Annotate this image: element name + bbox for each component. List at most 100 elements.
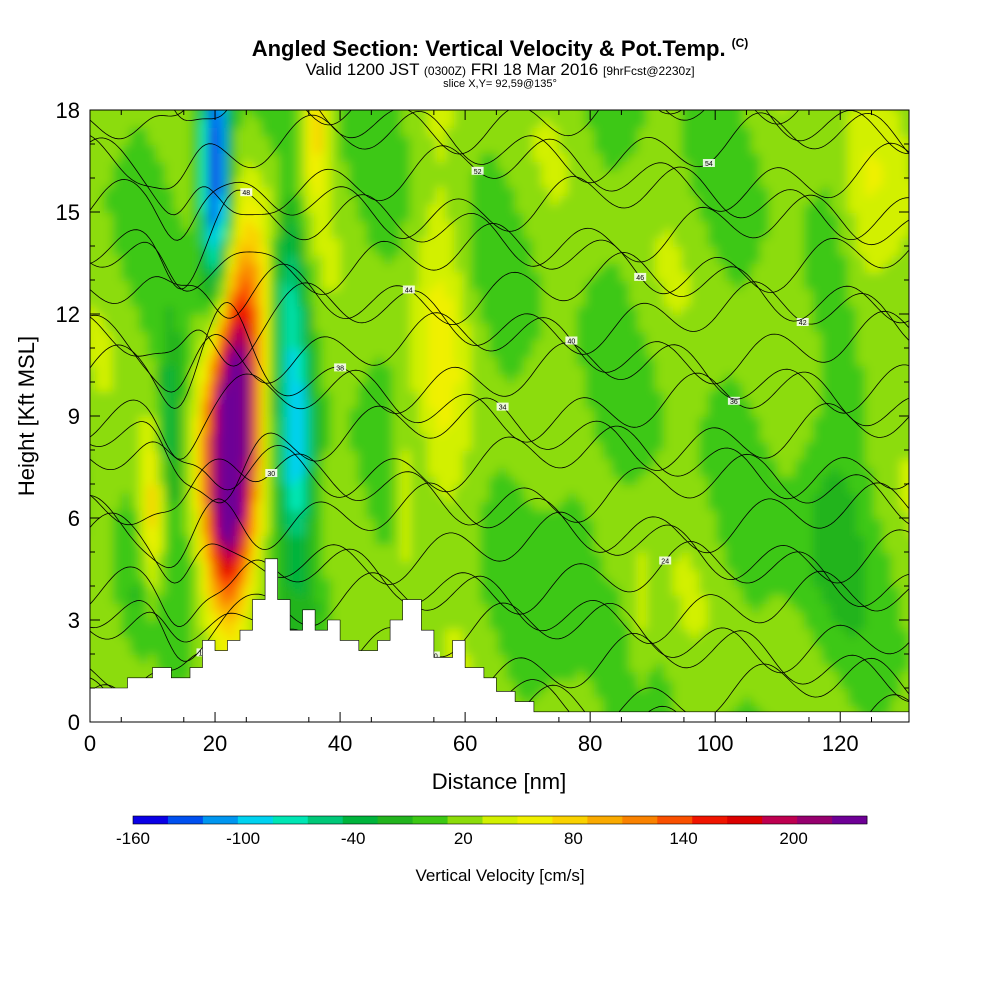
velocity-cell [611, 195, 622, 205]
velocity-cell [366, 552, 377, 562]
velocity-cell [602, 186, 613, 196]
velocity-cell [103, 577, 114, 587]
velocity-cell [628, 331, 639, 341]
velocity-cell [331, 373, 342, 383]
velocity-cell [366, 356, 377, 366]
velocity-cell [401, 382, 412, 392]
velocity-cell [173, 467, 184, 477]
velocity-cell [628, 705, 639, 715]
velocity-cell [270, 535, 280, 545]
velocity-cell [611, 305, 622, 315]
velocity-cell [445, 297, 455, 307]
velocity-cell [278, 186, 289, 196]
velocity-cell [112, 390, 123, 400]
velocity-cell [558, 152, 569, 162]
velocity-cell [637, 399, 648, 409]
velocity-cell [270, 382, 280, 392]
velocity-cell [593, 705, 604, 715]
velocity-cell [261, 280, 272, 290]
velocity-cell [488, 416, 499, 426]
velocity-cell [585, 254, 595, 264]
velocity-cell [453, 271, 464, 281]
velocity-cell [453, 152, 464, 162]
velocity-cell [103, 492, 114, 502]
velocity-cell [550, 696, 560, 706]
velocity-cell [392, 509, 403, 519]
velocity-cell [217, 118, 228, 128]
velocity-cell [147, 475, 158, 485]
velocity-cell [138, 662, 149, 672]
velocity-cell [567, 552, 578, 562]
velocity-cell [602, 390, 613, 400]
velocity-cell [506, 390, 517, 400]
velocity-cell [541, 280, 552, 290]
velocity-cell [392, 492, 403, 502]
velocity-cell [287, 305, 298, 315]
velocity-cell [418, 135, 429, 145]
velocity-cell [383, 339, 394, 349]
velocity-cell [488, 314, 499, 324]
velocity-cell [243, 237, 254, 247]
velocity-cell [296, 135, 307, 145]
velocity-cell [90, 484, 96, 494]
velocity-cell [488, 620, 499, 630]
velocity-cell [611, 203, 622, 213]
velocity-cell [383, 144, 394, 154]
velocity-cell [628, 645, 639, 655]
velocity-cell [480, 620, 490, 630]
velocity-cell [628, 297, 639, 307]
velocity-cell [130, 399, 140, 409]
velocity-cell [602, 220, 613, 230]
velocity-cell [348, 127, 359, 137]
velocity-cell [366, 254, 377, 264]
velocity-cell [558, 433, 569, 443]
velocity-cell [130, 263, 140, 273]
velocity-cell [296, 441, 307, 451]
velocity-cell [243, 220, 254, 230]
velocity-cell [637, 450, 648, 460]
velocity-cell [95, 339, 105, 349]
velocity-cell [628, 679, 639, 689]
velocity-cell [217, 135, 228, 145]
velocity-cell [532, 594, 543, 604]
velocity-cell [646, 110, 657, 120]
velocity-cell [567, 611, 578, 621]
velocity-cell [208, 144, 219, 154]
velocity-cell [523, 365, 534, 375]
velocity-cell [602, 416, 613, 426]
velocity-cell [103, 339, 114, 349]
velocity-cell [357, 127, 368, 137]
velocity-cell [173, 331, 184, 341]
velocity-cell [418, 339, 429, 349]
velocity-cell [112, 586, 123, 596]
velocity-cell [576, 110, 587, 120]
velocity-cell [191, 161, 202, 171]
velocity-cell [103, 152, 114, 162]
velocity-cell [445, 237, 455, 247]
velocity-cell [313, 467, 324, 477]
velocity-cell [165, 569, 175, 579]
velocity-cell [191, 297, 202, 307]
velocity-cell [585, 569, 595, 579]
velocity-cell [165, 288, 175, 298]
velocity-cell [392, 110, 403, 120]
velocity-cell [453, 594, 464, 604]
velocity-cell [147, 594, 158, 604]
velocity-cell [410, 365, 420, 375]
velocity-cell [532, 161, 543, 171]
velocity-cell [646, 688, 657, 698]
velocity-cell [611, 356, 622, 366]
velocity-cell [480, 186, 490, 196]
velocity-cell [488, 569, 499, 579]
velocity-cell [602, 458, 613, 468]
velocity-cell [78, 263, 88, 273]
velocity-cell [488, 492, 499, 502]
velocity-cell [541, 399, 552, 409]
velocity-cell [515, 144, 525, 154]
velocity-cell [488, 637, 499, 647]
velocity-cell [296, 577, 307, 587]
velocity-cell [620, 331, 630, 341]
velocity-cell [340, 390, 350, 400]
velocity-cell [366, 314, 377, 324]
velocity-cell [78, 127, 88, 137]
